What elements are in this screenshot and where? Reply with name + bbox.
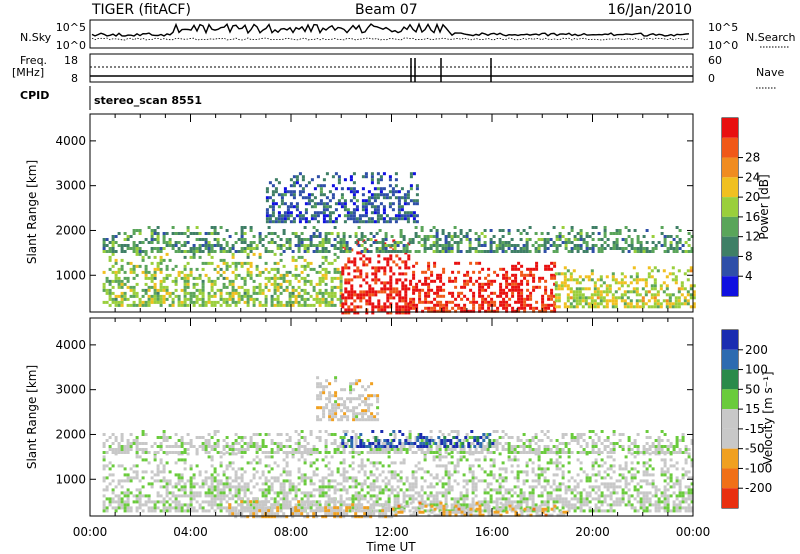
power-colorbar-segment	[722, 177, 738, 198]
velocity-region	[316, 376, 380, 422]
nsky-label: N.Sky	[20, 31, 52, 44]
nsearch-tick-low: 10^0	[708, 39, 738, 52]
nsearch-series	[91, 37, 690, 41]
velocity-panel: 1000 2000 3000 4000 Slant Range [km]	[25, 317, 694, 519]
x-tick-label: 04:00	[173, 525, 208, 539]
velocity-colorbar-segment	[722, 349, 738, 370]
power-colorbar: Power [dB] 4 8 12 16 20 24 28	[721, 117, 771, 297]
velocity-colorbar-label: Velocity [m s⁻¹]	[761, 371, 775, 464]
power-colorbar-tick: 24	[745, 170, 760, 184]
velocity-y-label: Slant Range [km]	[25, 365, 39, 469]
velocity-colorbar-tick: 200	[745, 343, 768, 357]
velocity-y-tick-label: 2000	[55, 427, 86, 441]
nsky-tick-high: 10^5	[56, 21, 86, 34]
velocity-colorbar-tick: -100	[745, 461, 772, 475]
power-colorbar-label: Power [dB]	[757, 174, 771, 239]
power-colorbar-segment	[722, 276, 738, 296]
velocity-colorbar-tick: -200	[745, 481, 772, 495]
velocity-region	[102, 452, 694, 513]
x-tick-label: 16:00	[475, 525, 510, 539]
freq-label-2: [MHz]	[12, 66, 44, 79]
power-y-tick-label: 4000	[55, 134, 86, 148]
power-region	[102, 252, 343, 307]
power-colorbar-tick: 20	[745, 190, 760, 204]
power-y-tick-label: 3000	[55, 179, 86, 193]
power-colorbar-segment	[722, 216, 738, 237]
velocity-colorbar-tick: -50	[745, 442, 765, 456]
power-colorbar-segment	[722, 256, 738, 277]
velocity-colorbar: Velocity [m s⁻¹] 200 100 50 15 -15 -50 -100 -20…	[721, 329, 775, 509]
power-region	[409, 261, 557, 313]
nsky-series	[91, 22, 690, 37]
power-region	[554, 266, 696, 309]
freq-strip: Freq. [MHz] 18 8 60 0 Nave	[12, 53, 784, 89]
velocity-region	[102, 430, 694, 454]
velocity-colorbar-tick: 50	[745, 382, 760, 396]
power-region	[265, 172, 419, 224]
freq-tick-low: 8	[71, 72, 78, 85]
power-y-tick-label: 2000	[55, 223, 86, 237]
nave-tick-high: 60	[708, 54, 722, 67]
velocity-colorbar-segment	[722, 468, 738, 489]
velocity-y-tick-label: 4000	[55, 338, 86, 352]
velocity-region	[341, 430, 495, 448]
velocity-colorbar-segment	[722, 369, 738, 390]
velocity-colorbar-tick: -15	[745, 422, 765, 436]
nave-tick-low: 0	[708, 72, 715, 85]
power-colorbar-segment	[722, 197, 738, 217]
velocity-y-tick-label: 1000	[55, 472, 86, 486]
velocity-y-tick-label: 3000	[55, 383, 86, 397]
x-tick-label: 12:00	[374, 525, 409, 539]
nave-label: Nave	[756, 66, 784, 79]
power-panel: 1000 2000 3000 4000 Slant Range [km]	[25, 113, 696, 315]
velocity-colorbar-segment	[722, 330, 738, 350]
power-colorbar-tick: 4	[745, 269, 753, 283]
power-colorbar-tick: 28	[745, 151, 760, 165]
x-axis-label: Time UT	[365, 540, 416, 554]
velocity-region	[391, 501, 569, 517]
nsky-tick-low: 10^0	[56, 39, 86, 52]
velocity-colorbar-segment	[722, 409, 738, 429]
velocity-colorbar-segment	[722, 389, 738, 410]
nsearch-label: N.Search	[746, 31, 796, 44]
power-colorbar-segment	[722, 118, 738, 138]
nsky-strip: N.Sky 10^5 10^0 10^5 10^0 N.Search	[20, 19, 796, 52]
power-colorbar-tick: 12	[745, 230, 760, 244]
x-tick-label: 20:00	[575, 525, 610, 539]
cpid-value: stereo_scan 8551	[94, 94, 202, 107]
freq-tick-high: 18	[64, 54, 78, 67]
velocity-colorbar-tick: 15	[745, 402, 760, 416]
freq-label-1: Freq.	[20, 54, 47, 67]
power-colorbar-segment	[722, 157, 738, 178]
power-colorbar-tick: 8	[745, 249, 753, 263]
velocity-colorbar-segment	[722, 428, 738, 449]
power-colorbar-segment	[722, 236, 738, 257]
nsearch-tick-high: 10^5	[708, 21, 738, 34]
x-tick-label: 00:00	[73, 525, 108, 539]
velocity-colorbar-segment	[722, 448, 738, 469]
power-y-tick-label: 1000	[55, 268, 86, 282]
power-region	[102, 226, 694, 253]
power-colorbar-tick: 16	[745, 210, 760, 224]
radar-title: TIGER (fitACF)	[91, 2, 191, 18]
power-y-label: Slant Range [km]	[25, 160, 39, 264]
date-title: 16/Jan/2010	[608, 2, 692, 18]
beam-title: Beam 07	[355, 2, 418, 18]
velocity-colorbar-segment	[722, 488, 738, 508]
x-tick-label: 00:00	[676, 525, 711, 539]
cpid-label: CPID	[20, 89, 49, 102]
x-tick-label: 08:00	[274, 525, 309, 539]
velocity-colorbar-tick: 100	[745, 363, 768, 377]
power-colorbar-segment	[722, 137, 738, 158]
